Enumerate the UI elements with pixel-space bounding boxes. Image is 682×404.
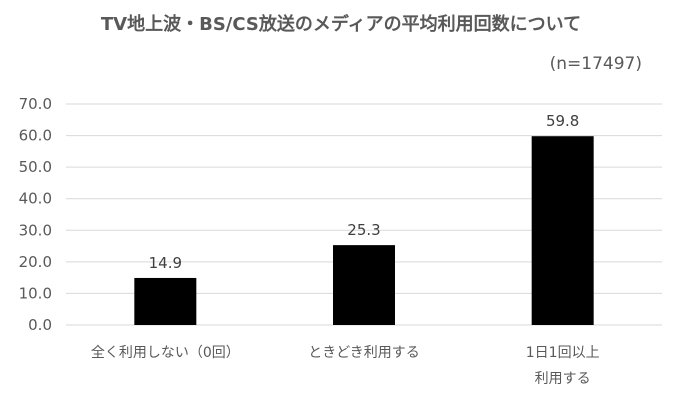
y-tick-label: 10.0 [19,284,52,302]
y-tick-label: 70.0 [19,95,52,113]
y-tick-label: 60.0 [19,127,52,145]
data-label: 25.3 [347,221,380,239]
y-tick-label: 20.0 [19,253,52,271]
data-label: 14.9 [149,254,182,272]
x-tick-label: 1日1回以上 [526,345,600,361]
x-tick-label: ときどき利用する [308,345,420,361]
chart-subtitle: (n=17497) [549,54,642,74]
y-tick-label: 50.0 [19,158,52,176]
bar [333,245,395,325]
chart-title: TV地上波・BS/CS放送のメディアの平均利用回数について [100,14,582,35]
x-tick-label: 利用する [535,371,591,387]
y-tick-label: 0.0 [28,316,52,334]
data-label: 59.8 [546,112,579,130]
y-tick-label: 40.0 [19,190,52,208]
bar [531,136,594,325]
y-tick-label: 30.0 [19,221,52,239]
x-tick-label: 全く利用しない（0回） [91,344,240,361]
bar [134,277,197,325]
